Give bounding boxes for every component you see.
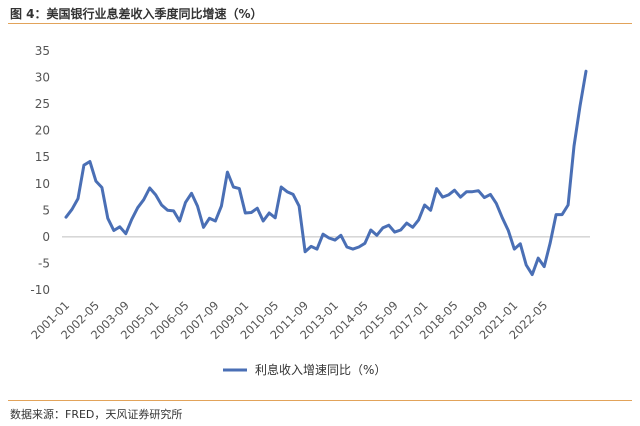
title-divider [8, 23, 632, 24]
footer-divider [8, 400, 632, 401]
legend-label: 利息收入增速同比（%） [255, 362, 386, 377]
source-note: 数据来源：FRED，天风证券研究所 [10, 408, 183, 421]
y-tick-label: 25 [35, 97, 50, 111]
y-tick-label: 35 [35, 44, 50, 58]
y-tick-label: 5 [42, 203, 50, 217]
legend: 利息收入增速同比（%） [223, 362, 386, 377]
y-tick-label: -10 [30, 283, 50, 297]
y-axis-tick-labels: 35 30 25 20 15 10 5 0 -5 -10 [30, 44, 50, 297]
y-tick-label: 15 [35, 150, 50, 164]
chart-title: 图 4：美国银行业息差收入季度同比增速（%） [10, 7, 263, 21]
y-tick-label: 20 [35, 124, 50, 138]
y-tick-label: -5 [38, 256, 50, 270]
series-line [64, 69, 588, 277]
x-axis-tick-labels: 2001-012002-052003-092005-012006-052007-… [28, 298, 550, 342]
y-tick-label: 0 [42, 230, 50, 244]
y-tick-label: 10 [35, 177, 50, 191]
y-tick-label: 30 [35, 71, 50, 85]
